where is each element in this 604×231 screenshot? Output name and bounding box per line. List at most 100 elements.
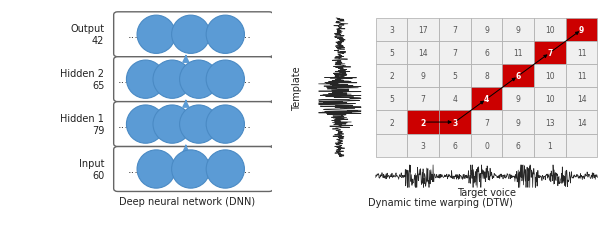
Bar [566, 65, 597, 88]
Text: 13: 13 [545, 118, 554, 127]
Bar [534, 42, 566, 65]
Bar [376, 65, 407, 88]
Bar [376, 42, 407, 65]
Bar [407, 111, 439, 134]
Text: 6: 6 [516, 141, 521, 150]
Bar [503, 111, 534, 134]
Bar [439, 134, 471, 157]
Bar [407, 134, 439, 157]
Bar [534, 111, 566, 134]
Bar [439, 88, 471, 111]
Bar [503, 19, 534, 42]
Ellipse shape [206, 16, 245, 54]
Text: ...: ... [241, 120, 252, 130]
Bar [407, 65, 439, 88]
Ellipse shape [126, 61, 165, 99]
Text: 11: 11 [513, 49, 523, 58]
Text: 2: 2 [420, 118, 426, 127]
Bar [407, 88, 439, 111]
Text: Template: Template [292, 66, 303, 110]
Text: 9: 9 [484, 26, 489, 35]
Text: 2: 2 [389, 72, 394, 81]
Text: 7: 7 [452, 26, 457, 35]
Ellipse shape [179, 106, 218, 144]
Bar [407, 19, 439, 42]
Text: 9: 9 [516, 95, 521, 104]
Bar [471, 19, 503, 42]
Text: 14: 14 [577, 95, 586, 104]
Ellipse shape [206, 150, 245, 188]
Text: 8: 8 [484, 72, 489, 81]
Text: 9: 9 [421, 72, 426, 81]
Bar [566, 134, 597, 157]
Text: 9: 9 [516, 118, 521, 127]
Text: 2: 2 [389, 118, 394, 127]
Text: 10: 10 [545, 72, 554, 81]
Text: ...: ... [241, 164, 252, 174]
Bar [439, 42, 471, 65]
Bar [471, 134, 503, 157]
FancyBboxPatch shape [114, 102, 273, 147]
Bar [439, 111, 471, 134]
Bar [566, 42, 597, 65]
Text: Input
60: Input 60 [79, 158, 104, 180]
Text: Deep neural network (DNN): Deep neural network (DNN) [119, 196, 255, 206]
Text: 7: 7 [421, 95, 426, 104]
Text: 7: 7 [547, 49, 553, 58]
Text: 6: 6 [516, 72, 521, 81]
Bar [503, 42, 534, 65]
Bar [376, 19, 407, 42]
Bar [376, 111, 407, 134]
Text: 9: 9 [516, 26, 521, 35]
FancyBboxPatch shape [114, 58, 273, 102]
Ellipse shape [153, 106, 191, 144]
Bar [534, 19, 566, 42]
Text: ...: ... [118, 120, 129, 130]
Bar [566, 111, 597, 134]
Text: 17: 17 [419, 26, 428, 35]
Ellipse shape [126, 106, 165, 144]
Text: 7: 7 [484, 118, 489, 127]
Text: 5: 5 [389, 49, 394, 58]
Text: 1: 1 [548, 141, 552, 150]
Text: 11: 11 [577, 72, 586, 81]
Bar [566, 88, 597, 111]
Text: 14: 14 [419, 49, 428, 58]
Text: Hidden 1
79: Hidden 1 79 [60, 114, 104, 135]
Bar [471, 111, 503, 134]
Bar [439, 65, 471, 88]
Text: 4: 4 [452, 95, 457, 104]
Bar [471, 65, 503, 88]
Text: 6: 6 [484, 49, 489, 58]
Text: ...: ... [118, 75, 129, 85]
Bar [534, 88, 566, 111]
Text: 10: 10 [545, 26, 554, 35]
Text: 5: 5 [452, 72, 457, 81]
Bar [376, 88, 407, 111]
Text: 9: 9 [579, 26, 584, 35]
Ellipse shape [179, 61, 218, 99]
Text: 3: 3 [452, 118, 457, 127]
Text: 3: 3 [421, 141, 426, 150]
Text: Hidden 2
65: Hidden 2 65 [60, 69, 104, 91]
Bar [471, 88, 503, 111]
Text: 14: 14 [577, 118, 586, 127]
Text: 6: 6 [452, 141, 457, 150]
Text: Dynamic time warping (DTW): Dynamic time warping (DTW) [368, 197, 513, 207]
Text: Target voice: Target voice [457, 187, 516, 197]
FancyBboxPatch shape [114, 13, 273, 58]
Ellipse shape [172, 16, 210, 54]
Ellipse shape [137, 150, 175, 188]
FancyBboxPatch shape [114, 147, 273, 192]
Text: ...: ... [241, 75, 252, 85]
Text: 10: 10 [545, 95, 554, 104]
Bar [503, 65, 534, 88]
Bar [503, 88, 534, 111]
Bar [534, 134, 566, 157]
Text: ...: ... [128, 30, 139, 40]
Bar [503, 134, 534, 157]
Text: 4: 4 [484, 95, 489, 104]
Text: Output
42: Output 42 [70, 24, 104, 46]
Bar [439, 19, 471, 42]
Bar [376, 134, 407, 157]
